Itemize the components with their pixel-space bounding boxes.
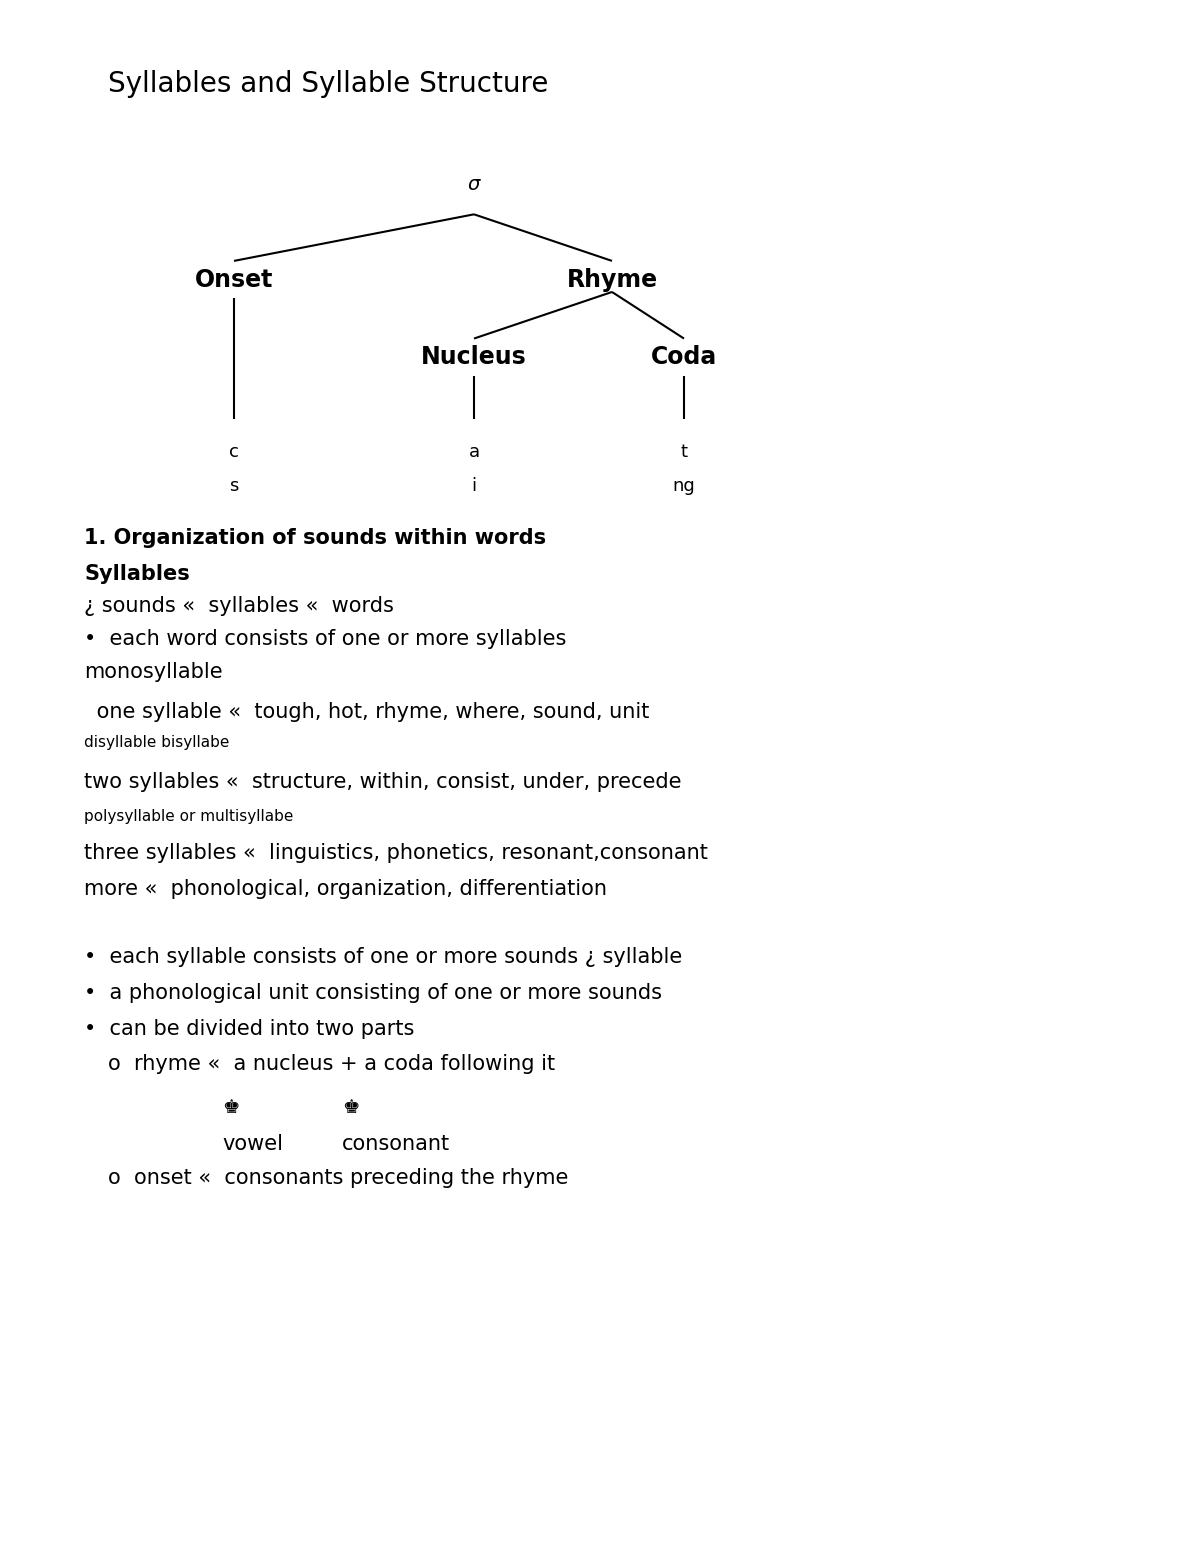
Text: •  can be divided into two parts: • can be divided into two parts: [84, 1019, 414, 1039]
Text: o  rhyme «  a nucleus + a coda following it: o rhyme « a nucleus + a coda following i…: [108, 1054, 556, 1075]
Text: o  onset «  consonants preceding the rhyme: o onset « consonants preceding the rhyme: [108, 1168, 569, 1188]
Text: i: i: [472, 477, 476, 495]
Text: more «  phonological, organization, differentiation: more « phonological, organization, diffe…: [84, 879, 607, 899]
Text: σ: σ: [468, 175, 480, 194]
Text: ng: ng: [673, 477, 695, 495]
Text: polysyllable or multisyllabe: polysyllable or multisyllabe: [84, 809, 293, 825]
Text: one syllable «  tough, hot, rhyme, where, sound, unit: one syllable « tough, hot, rhyme, where,…: [90, 702, 649, 722]
Text: Syllables and Syllable Structure: Syllables and Syllable Structure: [108, 70, 548, 98]
Text: •  a phonological unit consisting of one or more sounds: • a phonological unit consisting of one …: [84, 983, 662, 1003]
Text: a: a: [468, 443, 480, 461]
Text: c: c: [229, 443, 239, 461]
Text: Syllables: Syllables: [84, 564, 190, 584]
Text: ¿ sounds «  syllables «  words: ¿ sounds « syllables « words: [84, 596, 394, 617]
Text: Rhyme: Rhyme: [566, 267, 658, 292]
Text: consonant: consonant: [342, 1134, 450, 1154]
Text: s: s: [229, 477, 239, 495]
Text: t: t: [680, 443, 688, 461]
Text: disyllable bisyllabe: disyllable bisyllabe: [84, 735, 229, 750]
Text: Onset: Onset: [194, 267, 274, 292]
Text: Nucleus: Nucleus: [421, 345, 527, 370]
Text: •  each syllable consists of one or more sounds ¿ syllable: • each syllable consists of one or more …: [84, 947, 683, 968]
Text: monosyllable: monosyllable: [84, 662, 223, 682]
Text: ♚: ♚: [342, 1098, 360, 1117]
Text: two syllables «  structure, within, consist, under, precede: two syllables « structure, within, consi…: [84, 772, 682, 792]
Text: three syllables «  linguistics, phonetics, resonant,consonant: three syllables « linguistics, phonetics…: [84, 843, 708, 863]
Text: Coda: Coda: [650, 345, 718, 370]
Text: vowel: vowel: [222, 1134, 283, 1154]
Text: •  each word consists of one or more syllables: • each word consists of one or more syll…: [84, 629, 566, 649]
Text: ♚: ♚: [222, 1098, 240, 1117]
Text: 1. Organization of sounds within words: 1. Organization of sounds within words: [84, 528, 546, 548]
